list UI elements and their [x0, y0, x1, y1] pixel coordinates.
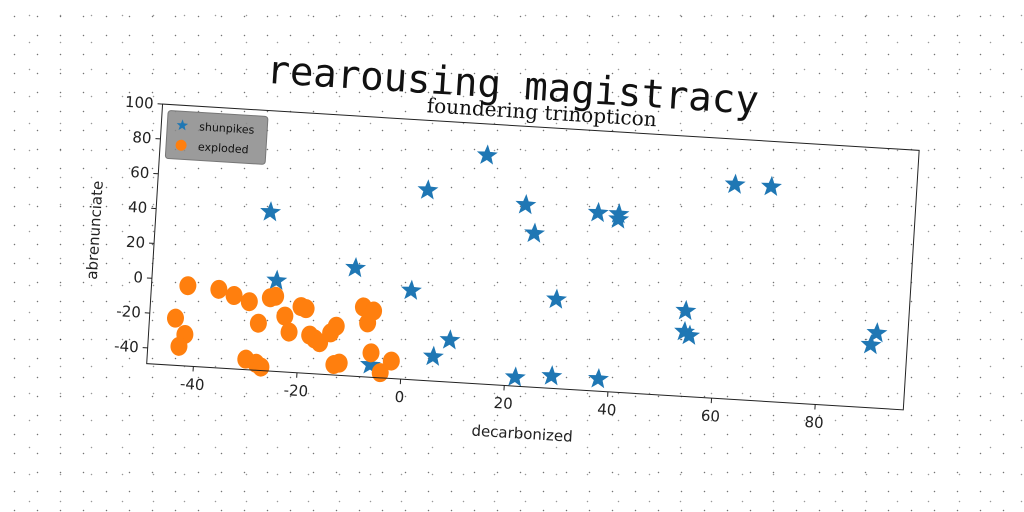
legend-label: exploded — [198, 140, 249, 156]
data-point-star — [266, 269, 288, 290]
marks-layer — [166, 144, 888, 389]
plot-group: foundering trinopticon -40 -20 0 20 40 60 80-4… — [83, 93, 920, 446]
data-point-star — [524, 222, 546, 243]
data-point-star — [860, 333, 882, 355]
y-axis-label: abrenunciate — [83, 180, 107, 280]
x-tick-label: 0 — [394, 388, 405, 407]
x-axis-label: decarbonized — [471, 422, 573, 446]
data-point-circle — [359, 313, 377, 333]
data-point-star — [679, 324, 701, 345]
x-tick-label: 20 — [493, 394, 513, 413]
y-tick-label: 80 — [132, 128, 152, 147]
series-shunpikes — [260, 144, 888, 389]
ticks-layer: -40 -20 0 20 40 60 80 -40 -20 0 20 40 60 80 100 — [114, 93, 824, 432]
x-tick-label: 40 — [597, 400, 617, 419]
data-point-circle — [382, 351, 400, 371]
data-point-star — [587, 201, 609, 223]
x-tick-label: -40 — [179, 375, 205, 394]
data-point-circle — [261, 288, 279, 308]
data-point-circle — [210, 279, 228, 299]
data-point-star — [417, 179, 439, 200]
legend-marker-circle — [175, 139, 187, 151]
data-point-star — [541, 365, 563, 386]
data-point-circle — [249, 313, 267, 333]
legend-box — [164, 110, 269, 165]
data-point-circle — [240, 292, 258, 312]
data-point-star — [422, 345, 444, 366]
data-point-star — [761, 175, 782, 197]
data-point-circle — [170, 336, 188, 356]
data-point-circle — [362, 343, 380, 363]
data-point-star — [866, 322, 888, 343]
plot-frame — [146, 103, 920, 411]
data-point-star — [476, 144, 498, 165]
data-point-star — [546, 288, 567, 309]
y-tick-label: 100 — [124, 93, 154, 113]
data-point-circle — [327, 316, 345, 336]
data-point-star — [675, 299, 697, 321]
y-tick-label: -20 — [116, 302, 142, 321]
data-point-star — [724, 173, 746, 194]
data-point-star — [345, 256, 367, 278]
legend-marker-star — [176, 119, 189, 131]
y-tick-label: 20 — [125, 233, 145, 252]
data-point-star — [360, 354, 381, 375]
legend-label: shunpikes — [199, 120, 255, 136]
y-tick-label: 40 — [128, 198, 148, 217]
data-point-star — [504, 366, 526, 387]
data-point-circle — [166, 308, 184, 328]
series-exploded — [166, 276, 400, 383]
y-tick-label: 60 — [130, 163, 150, 182]
data-point-circle — [297, 299, 315, 319]
data-point-star — [260, 201, 282, 222]
data-point-circle — [179, 276, 197, 296]
legend: shunpikes exploded — [164, 110, 269, 165]
x-tick-label: 60 — [700, 407, 720, 426]
data-point-circle — [276, 306, 294, 326]
data-point-star — [515, 193, 537, 215]
data-point-star — [588, 368, 609, 389]
data-point-circle — [225, 286, 243, 306]
data-point-star — [401, 279, 422, 300]
y-tick-label: -40 — [114, 337, 140, 356]
data-point-circle — [330, 353, 348, 373]
data-point-star — [439, 329, 461, 350]
data-point-star — [674, 320, 696, 342]
x-tick-label: 80 — [804, 413, 824, 432]
data-point-circle — [280, 322, 298, 342]
y-tick-label: 0 — [133, 268, 144, 287]
x-tick-label: -20 — [283, 381, 309, 400]
data-point-star — [608, 208, 630, 229]
data-point-circle — [252, 357, 270, 377]
chart-title: foundering trinopticon — [426, 93, 657, 131]
